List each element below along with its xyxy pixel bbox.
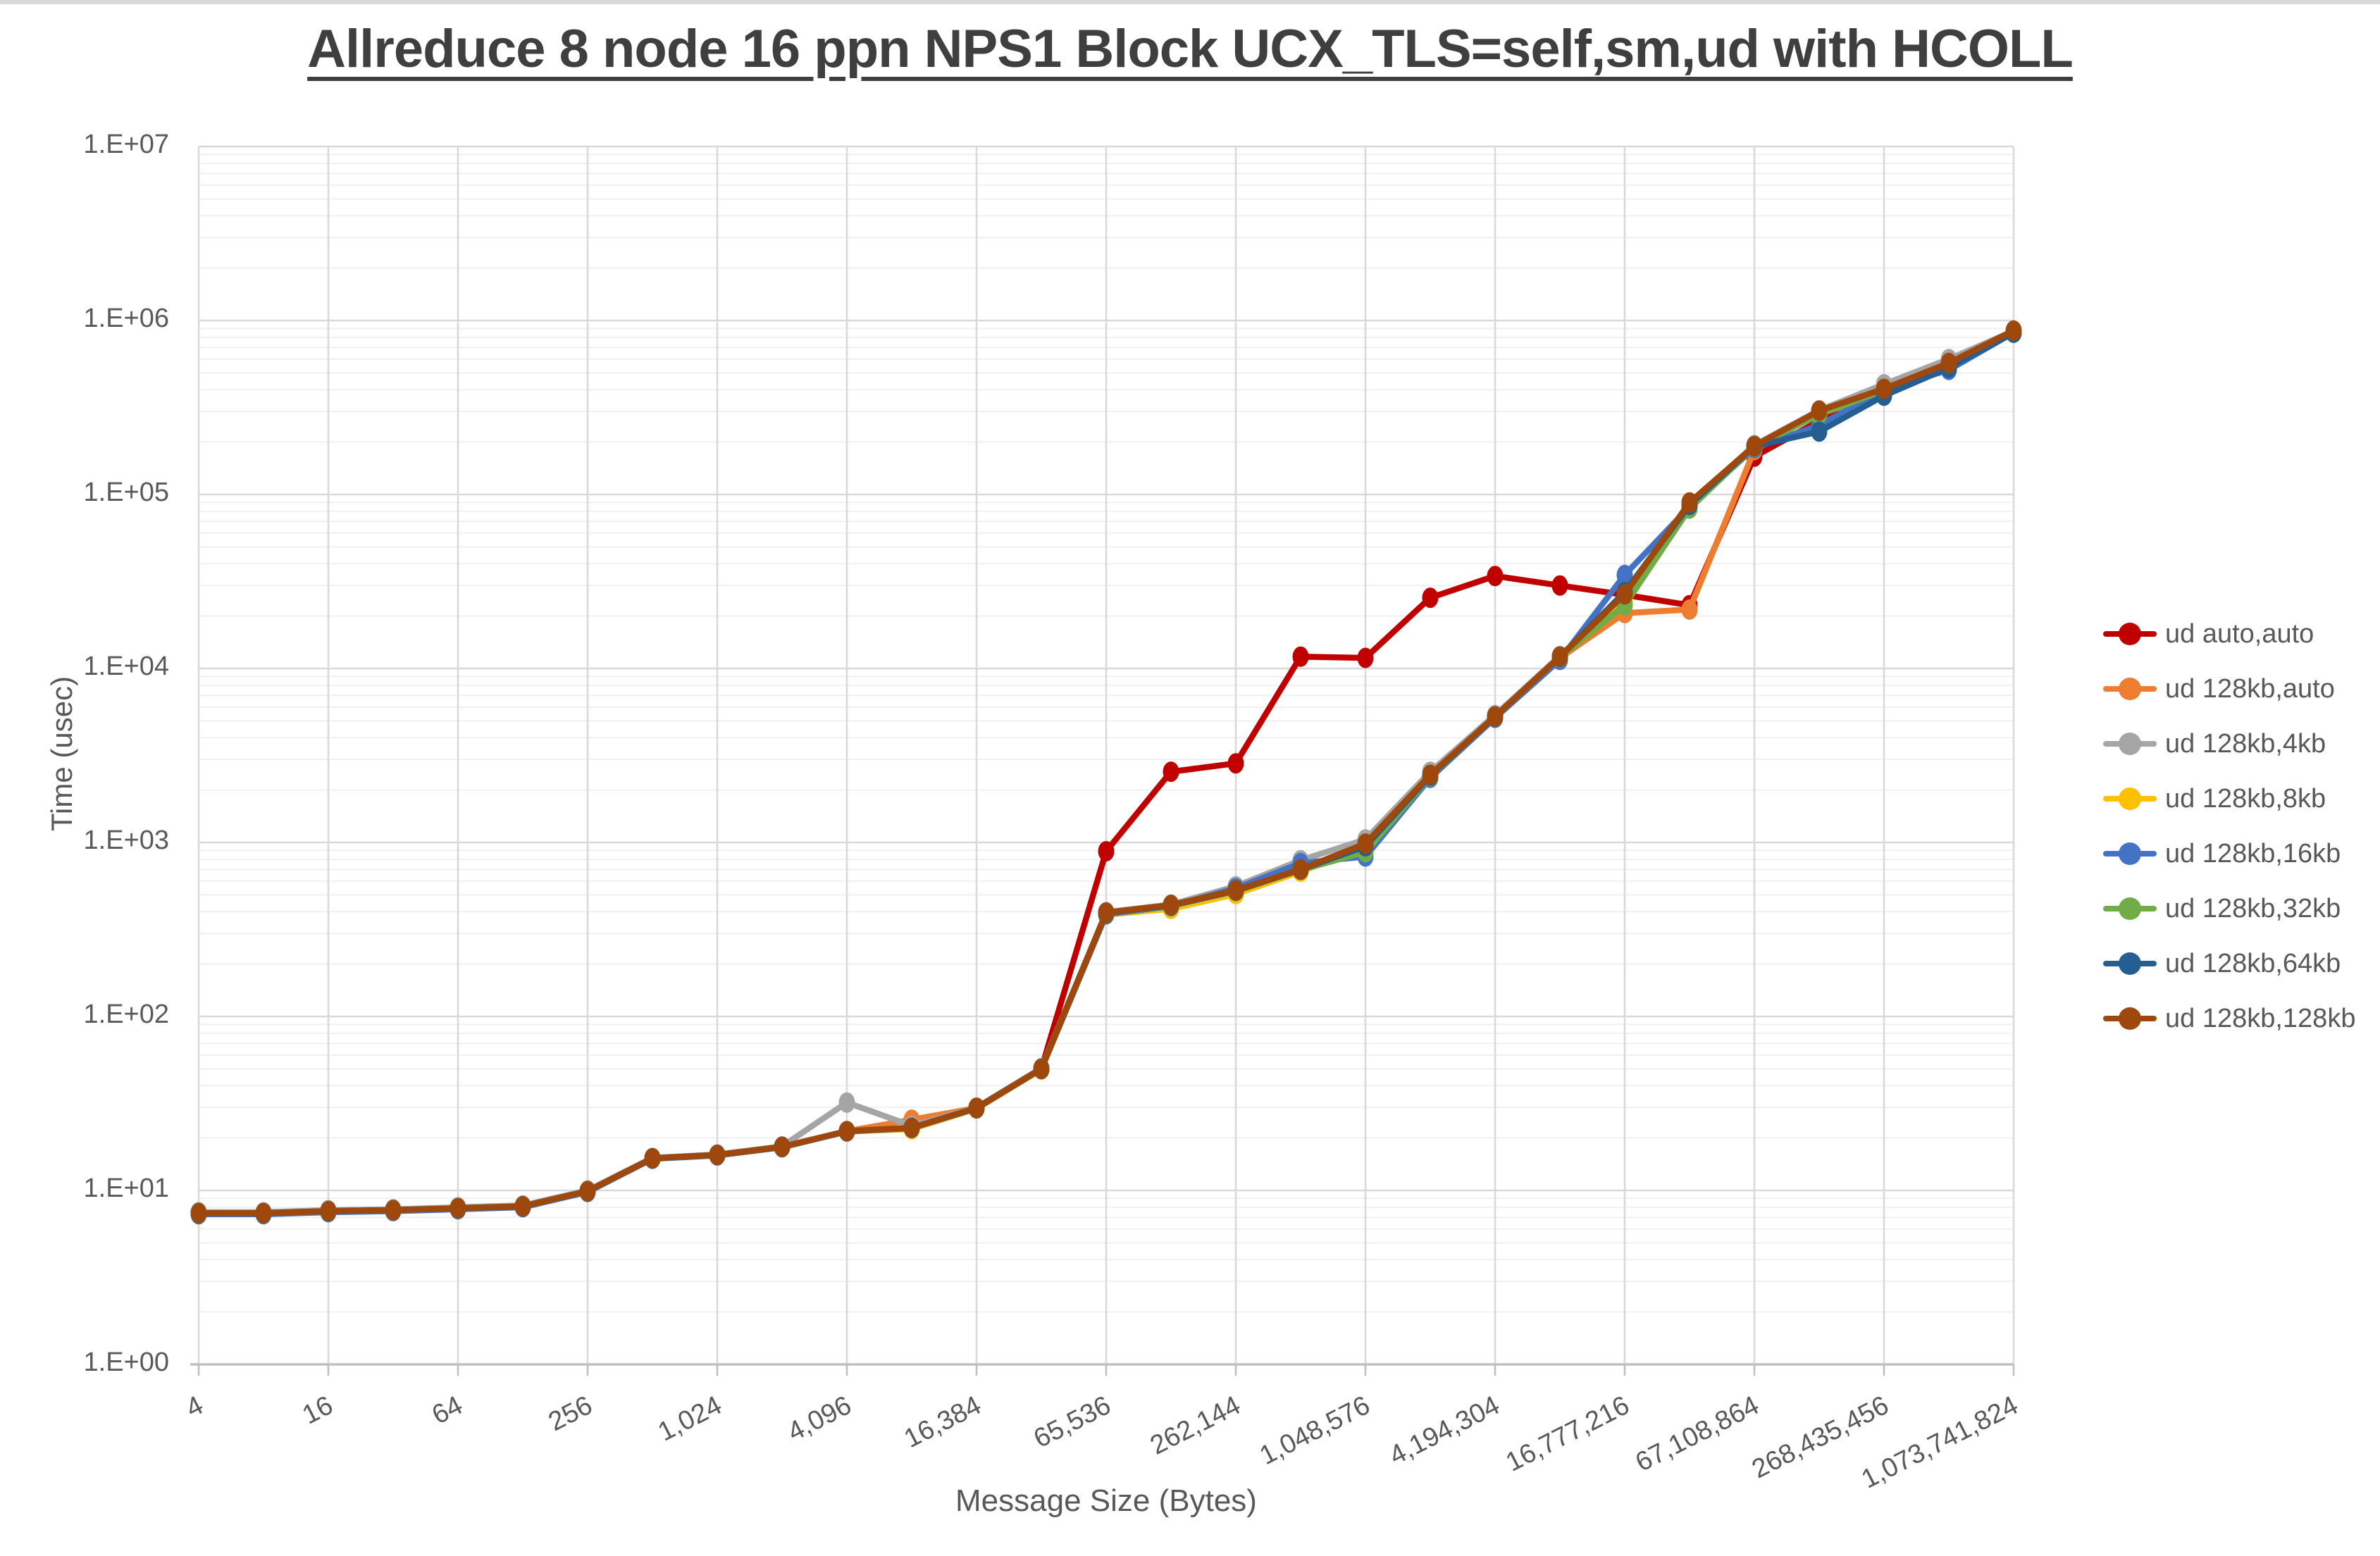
y-tick-label: 1.E+04 (83, 652, 170, 681)
legend-item: ud 128kb,128kb (2103, 991, 2355, 1046)
y-tick-label: 1.E+06 (83, 304, 170, 333)
legend-line-marker-swatch (2103, 788, 2157, 810)
legend-item: ud 128kb,32kb (2103, 881, 2355, 936)
chart-title: Allreduce 8 node 16 ppn NPS1 Block UCX_T… (307, 19, 2074, 79)
y-tick-label: 1.E+02 (83, 1000, 170, 1029)
legend: ud auto,auto ud 128kb,auto ud 128kb,4kb ud … (2103, 606, 2355, 1046)
legend-marker-dot (2119, 897, 2141, 920)
y-axis-title: Time (usec) (45, 676, 78, 832)
legend-line-marker-swatch (2103, 842, 2157, 865)
legend-label: ud 128kb,4kb (2165, 728, 2326, 759)
y-tick-label: 1.E+07 (83, 130, 170, 159)
legend-item: ud 128kb,auto (2103, 661, 2355, 716)
legend-marker-dot (2119, 623, 2141, 645)
legend-item: ud 128kb,4kb (2103, 716, 2355, 771)
legend-item: ud auto,auto (2103, 606, 2355, 661)
legend-item: ud 128kb,8kb (2103, 771, 2355, 826)
legend-item: ud 128kb,64kb (2103, 936, 2355, 991)
legend-line-marker-swatch (2103, 623, 2157, 645)
legend-marker-dot (2119, 678, 2141, 700)
legend-label: ud 128kb,auto (2165, 673, 2335, 704)
window-top-edge (0, 0, 2380, 4)
legend-label: ud 128kb,32kb (2165, 893, 2341, 923)
y-tick-label: 1.E+00 (83, 1348, 170, 1377)
legend-label: ud 128kb,16kb (2165, 838, 2341, 869)
legend-line-marker-swatch (2103, 1007, 2157, 1030)
legend-label: ud 128kb,8kb (2165, 783, 2326, 814)
series-ud-128kb-128kb (190, 320, 2022, 1224)
legend-line-marker-swatch (2103, 897, 2157, 920)
legend-line-marker-swatch (2103, 733, 2157, 755)
legend-marker-dot (2119, 733, 2141, 755)
legend-marker-dot (2119, 788, 2141, 810)
legend-label: ud 128kb,128kb (2165, 1003, 2356, 1033)
legend-marker-dot (2119, 1007, 2141, 1030)
legend-marker-dot (2119, 842, 2141, 865)
legend-marker-dot (2119, 952, 2141, 975)
legend-item: ud 128kb,16kb (2103, 826, 2355, 881)
legend-label: ud auto,auto (2165, 618, 2314, 649)
y-tick-label: 1.E+03 (83, 826, 170, 855)
y-tick-label: 1.E+01 (83, 1174, 170, 1203)
legend-label: ud 128kb,64kb (2165, 948, 2341, 978)
legend-line-marker-swatch (2103, 952, 2157, 975)
legend-line-marker-swatch (2103, 678, 2157, 700)
y-tick-label: 1.E+05 (83, 478, 170, 507)
x-axis-title: Message Size (Bytes) (955, 1483, 1257, 1518)
